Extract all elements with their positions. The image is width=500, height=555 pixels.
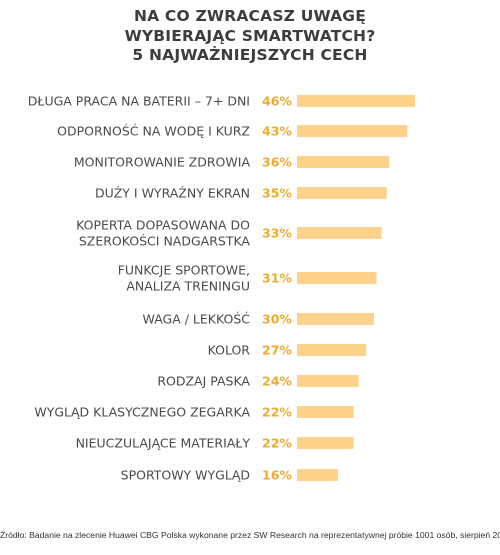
chart-title: NA CO ZWRACASZ UWAGĘ WYBIERAJĄC SMARTWAT… (0, 7, 500, 66)
value-label: 22% (262, 436, 292, 451)
category-label-line: KOLOR (208, 343, 251, 358)
bar-row: WAGA / LEKKOŚĆ 30% (143, 312, 374, 327)
category-label: ODPORNOŚĆ NA WODĘ I KURZ (57, 124, 250, 139)
bar (297, 437, 354, 449)
value-label: 16% (262, 468, 292, 483)
value-label: 43% (262, 124, 292, 139)
category-label-line: FUNKCJE SPORTOWE, (118, 263, 250, 278)
category-label-line: DŁUGA PRACA NA BATERII – 7+ DNI (28, 94, 250, 109)
title-line-2: WYBIERAJĄC SMARTWATCH? (124, 26, 376, 45)
category-label: KOLOR (208, 343, 251, 358)
bar-row: WYGLĄD KLASYCZNEGO ZEGARKA 22% (34, 405, 354, 420)
bar-row: NIEUCZULAJĄCE MATERIAŁY 22% (76, 436, 354, 451)
category-label: MONITOROWANIE ZDROWIA (74, 155, 251, 170)
bar (297, 375, 359, 387)
bar (297, 272, 377, 284)
bar-row: KOLOR 27% (208, 343, 367, 358)
bar (297, 95, 415, 107)
category-label: WYGLĄD KLASYCZNEGO ZEGARKA (34, 405, 250, 420)
category-label-line: ANALIZA TRENINGU (126, 279, 250, 294)
bar-row: DUŻY I WYRAŹNY EKRAN 35% (95, 186, 387, 201)
category-label: FUNKCJE SPORTOWE, ANALIZA TRENINGU (118, 263, 250, 294)
value-label: 22% (262, 405, 292, 420)
category-label-line: SZEROKOŚCI NADGARSTKA (79, 234, 251, 249)
category-label-line: MONITOROWANIE ZDROWIA (74, 155, 251, 170)
bar-row: KOPERTA DOPASOWANA DO SZEROKOŚCI NADGARST… (76, 218, 382, 249)
category-label-line: WAGA / LEKKOŚĆ (143, 312, 251, 327)
bar (297, 187, 387, 199)
source-note: Źródło: Badanie na zlecenie Huawei CBG P… (0, 530, 500, 540)
category-label: NIEUCZULAJĄCE MATERIAŁY (76, 436, 251, 451)
value-label: 31% (262, 271, 292, 286)
bar-row: RODZAJ PASKA 24% (157, 374, 359, 389)
bar-row: FUNKCJE SPORTOWE, ANALIZA TRENINGU 31% (118, 263, 377, 294)
bar-row: ODPORNOŚĆ NA WODĘ I KURZ 43% (57, 124, 408, 139)
category-label-line: RODZAJ PASKA (157, 374, 250, 389)
value-label: 36% (262, 155, 292, 170)
bar (297, 469, 339, 481)
bar-row: SPORTOWY WYGLĄD 16% (121, 468, 339, 483)
category-label-line: KOPERTA DOPASOWANA DO (76, 218, 250, 233)
category-label-line: WYGLĄD KLASYCZNEGO ZEGARKA (34, 405, 250, 420)
title-line-1: NA CO ZWRACASZ UWAGĘ (133, 7, 367, 25)
value-label: 30% (262, 312, 292, 327)
category-label: DŁUGA PRACA NA BATERII – 7+ DNI (28, 94, 250, 109)
bar-chart: DŁUGA PRACA NA BATERII – 7+ DNI 46% ODPORN… (28, 94, 415, 483)
bar (297, 227, 382, 239)
category-label: KOPERTA DOPASOWANA DO SZEROKOŚCI NADGARST… (76, 218, 250, 249)
bar (297, 125, 408, 137)
bar-row: DŁUGA PRACA NA BATERII – 7+ DNI 46% (28, 94, 415, 109)
value-label: 27% (262, 343, 292, 358)
category-label: WAGA / LEKKOŚĆ (143, 312, 251, 327)
category-label: DUŻY I WYRAŹNY EKRAN (95, 186, 250, 201)
category-label: SPORTOWY WYGLĄD (121, 468, 250, 483)
value-label: 24% (262, 374, 292, 389)
value-label: 33% (262, 226, 292, 241)
category-label: RODZAJ PASKA (157, 374, 250, 389)
bar-row: MONITOROWANIE ZDROWIA 36% (74, 155, 390, 170)
category-label-line: NIEUCZULAJĄCE MATERIAŁY (76, 436, 251, 451)
bar (297, 344, 367, 356)
category-label-line: DUŻY I WYRAŹNY EKRAN (95, 186, 250, 201)
bar (297, 156, 390, 168)
title-line-3: 5 NAJWAŻNIEJSZYCH CECH (132, 46, 368, 64)
bar (297, 313, 374, 325)
category-label-line: SPORTOWY WYGLĄD (121, 468, 250, 483)
bar (297, 406, 354, 418)
value-label: 46% (262, 94, 292, 109)
category-label-line: ODPORNOŚĆ NA WODĘ I KURZ (57, 124, 250, 139)
value-label: 35% (262, 186, 292, 201)
